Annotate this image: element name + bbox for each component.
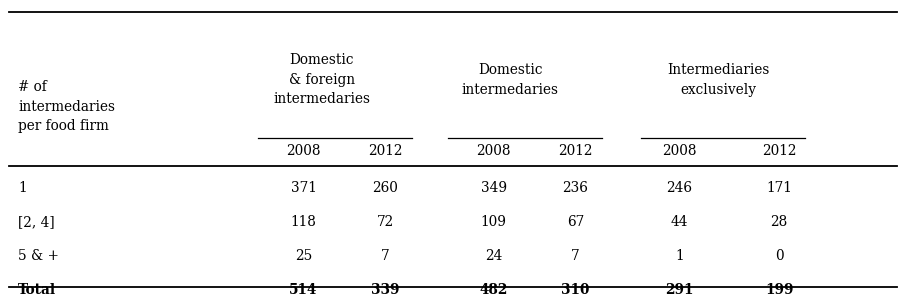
Text: Total: Total: [18, 283, 56, 296]
Text: 25: 25: [294, 249, 313, 263]
Text: 2012: 2012: [368, 144, 402, 158]
Text: 109: 109: [481, 215, 506, 229]
Text: 7: 7: [381, 249, 390, 263]
Text: 339: 339: [371, 283, 400, 296]
Text: [2, 4]: [2, 4]: [18, 215, 54, 229]
Text: 171: 171: [766, 181, 792, 195]
Text: 236: 236: [563, 181, 588, 195]
Text: Intermediaries
exclusively: Intermediaries exclusively: [668, 63, 769, 97]
Text: 7: 7: [571, 249, 580, 263]
Text: 44: 44: [670, 215, 689, 229]
Text: 260: 260: [372, 181, 398, 195]
Text: 291: 291: [665, 283, 694, 296]
Text: Domestic
& foreign
intermedaries: Domestic & foreign intermedaries: [273, 53, 371, 107]
Text: 349: 349: [481, 181, 506, 195]
Text: 246: 246: [667, 181, 692, 195]
Text: 28: 28: [770, 215, 788, 229]
Text: 514: 514: [289, 283, 318, 296]
Text: 199: 199: [765, 283, 794, 296]
Text: 72: 72: [376, 215, 394, 229]
Text: 5 & +: 5 & +: [18, 249, 59, 263]
Text: 118: 118: [291, 215, 316, 229]
Text: 2008: 2008: [286, 144, 321, 158]
Text: 2012: 2012: [558, 144, 593, 158]
Text: 482: 482: [479, 283, 508, 296]
Text: 1: 1: [675, 249, 684, 263]
Text: 310: 310: [561, 283, 590, 296]
Text: 2008: 2008: [477, 144, 511, 158]
Text: 1: 1: [18, 181, 27, 195]
Text: 371: 371: [291, 181, 316, 195]
Text: 24: 24: [485, 249, 503, 263]
Text: 2012: 2012: [762, 144, 796, 158]
Text: # of
intermedaries
per food firm: # of intermedaries per food firm: [18, 80, 115, 133]
Text: 2008: 2008: [662, 144, 697, 158]
Text: 67: 67: [566, 215, 584, 229]
Text: 0: 0: [775, 249, 784, 263]
Text: Domestic
intermedaries: Domestic intermedaries: [461, 63, 559, 97]
